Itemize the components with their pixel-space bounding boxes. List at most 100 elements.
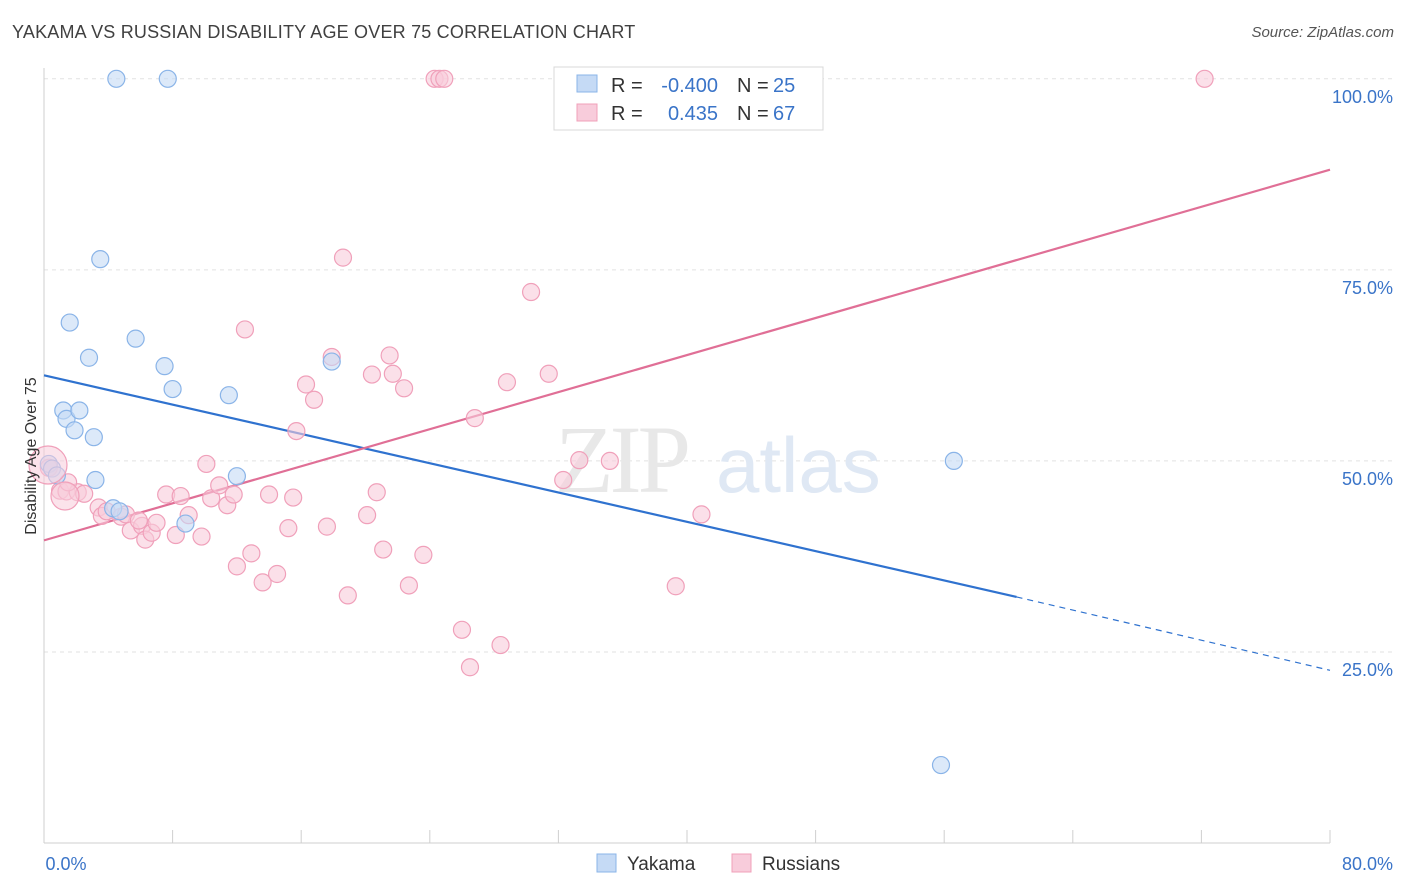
point-yakama-18 bbox=[163, 379, 182, 399]
stats-r-label-russians: R = bbox=[611, 103, 643, 125]
point-russians-26 bbox=[242, 544, 261, 563]
point-yakama-9 bbox=[84, 428, 103, 447]
point-russians-31 bbox=[284, 488, 303, 507]
point-russians-43 bbox=[380, 346, 399, 365]
watermark-atlas: atlas bbox=[716, 421, 881, 509]
point-russians-56 bbox=[521, 282, 541, 302]
point-russians-28 bbox=[259, 485, 279, 504]
stats-r-value-russians: 0.435 bbox=[668, 103, 718, 125]
point-russians-47 bbox=[414, 545, 433, 564]
point-yakama-16 bbox=[155, 357, 174, 376]
point-russians-54 bbox=[491, 635, 510, 655]
point-russians-58 bbox=[554, 470, 573, 490]
point-russians-25 bbox=[235, 320, 255, 339]
point-russians-57 bbox=[539, 364, 558, 383]
stats-swatch-yakama bbox=[576, 74, 598, 93]
stats-n-label-russians: N = bbox=[737, 103, 769, 125]
point-yakama-6 bbox=[65, 421, 84, 440]
point-russians-63 bbox=[1195, 69, 1214, 88]
x-tick-label-left: 0.0% bbox=[45, 854, 86, 874]
point-yakama-24 bbox=[931, 755, 951, 775]
point-russians-61 bbox=[666, 577, 685, 596]
point-russians-46 bbox=[399, 576, 419, 595]
point-yakama-5 bbox=[60, 313, 79, 332]
point-yakama-14 bbox=[110, 502, 129, 521]
point-russians-42 bbox=[374, 540, 393, 559]
point-russians-30 bbox=[279, 519, 298, 538]
tick-labels: 25.0% 50.0% 75.0% 100.0% 0.0% 80.0% bbox=[45, 87, 1393, 874]
stats-r-label-yakama: R = bbox=[611, 75, 643, 97]
y-axis-label: Disability Age Over 75 bbox=[23, 377, 40, 535]
point-russians-34 bbox=[304, 390, 324, 409]
chart-title: YAKAMA VS RUSSIAN DISABILITY AGE OVER 75… bbox=[12, 22, 636, 42]
point-russians-23 bbox=[224, 485, 243, 504]
point-yakama-23 bbox=[944, 451, 963, 470]
point-russians-19 bbox=[197, 454, 216, 474]
legend-label-russians: Russians bbox=[762, 854, 840, 875]
stats-n-value-russians: 67 bbox=[773, 103, 795, 125]
stats-r-value-yakama: -0.400 bbox=[661, 75, 718, 97]
trend-line-russians bbox=[43, 168, 1331, 542]
point-russians-18 bbox=[192, 527, 211, 546]
data-points bbox=[28, 69, 1214, 775]
y-tick-label-50: 50.0% bbox=[1342, 469, 1393, 489]
chart-source: Source: ZipAtlas.com bbox=[1251, 24, 1394, 41]
point-yakama-7 bbox=[70, 401, 89, 420]
gridlines bbox=[44, 78, 1393, 653]
x-tick-label-right: 80.0% bbox=[1342, 854, 1393, 874]
y-tick-label-25: 25.0% bbox=[1342, 660, 1393, 680]
point-russians-39 bbox=[358, 506, 377, 525]
trend-line-yakama bbox=[43, 374, 1017, 599]
point-russians-cluster-a bbox=[28, 445, 68, 485]
point-russians-21 bbox=[210, 476, 229, 495]
point-russians-66 bbox=[129, 511, 148, 530]
legend-swatch-yakama bbox=[596, 853, 617, 873]
point-yakama-21 bbox=[227, 467, 246, 486]
point-russians-29 bbox=[267, 564, 287, 584]
point-russians-27 bbox=[253, 573, 272, 592]
point-yakama-10 bbox=[86, 470, 105, 490]
point-russians-20 bbox=[202, 489, 221, 508]
stats-legend: R = -0.400 N = 25 R = 0.435 N = 67 bbox=[553, 66, 824, 131]
point-russians-24 bbox=[227, 557, 246, 576]
point-russians-40 bbox=[362, 365, 382, 384]
stats-swatch-russians bbox=[576, 103, 598, 122]
series-legend: Yakama Russians bbox=[596, 853, 840, 875]
point-russians-13 bbox=[147, 513, 166, 532]
y-tick-label-100: 100.0% bbox=[1332, 87, 1393, 107]
stats-n-value-yakama: 25 bbox=[773, 75, 795, 97]
legend-swatch-russians bbox=[731, 853, 752, 873]
point-russians-44 bbox=[383, 364, 402, 383]
trend-line-extension-yakama bbox=[1016, 596, 1331, 671]
stats-legend-box bbox=[553, 66, 824, 131]
point-russians-53 bbox=[465, 409, 484, 428]
legend-label-yakama: Yakama bbox=[627, 854, 696, 875]
axes bbox=[43, 68, 1331, 844]
point-russians-cluster-b bbox=[50, 481, 80, 511]
point-russians-41 bbox=[367, 483, 386, 502]
point-russians-16 bbox=[171, 486, 190, 506]
point-yakama-15 bbox=[126, 329, 145, 348]
point-yakama-22 bbox=[322, 352, 341, 371]
point-russians-35 bbox=[317, 517, 337, 536]
point-russians-55 bbox=[497, 373, 517, 392]
point-yakama-19 bbox=[176, 514, 195, 533]
point-yakama-20 bbox=[219, 386, 238, 405]
point-yakama-8 bbox=[79, 348, 99, 367]
point-russians-37 bbox=[333, 248, 353, 267]
point-yakama-11 bbox=[91, 250, 110, 269]
point-russians-50 bbox=[435, 69, 454, 88]
point-russians-52 bbox=[460, 658, 480, 677]
point-russians-51 bbox=[452, 620, 472, 639]
stats-n-label-yakama: N = bbox=[737, 75, 769, 97]
point-russians-62 bbox=[692, 505, 711, 524]
point-yakama-13 bbox=[107, 69, 126, 88]
point-russians-38 bbox=[338, 586, 357, 605]
point-russians-59 bbox=[570, 451, 589, 470]
point-yakama-17 bbox=[158, 69, 177, 88]
y-tick-label-75: 75.0% bbox=[1342, 278, 1393, 298]
trend-lines bbox=[43, 168, 1331, 671]
point-russians-33 bbox=[296, 375, 316, 394]
point-russians-60 bbox=[600, 451, 619, 470]
